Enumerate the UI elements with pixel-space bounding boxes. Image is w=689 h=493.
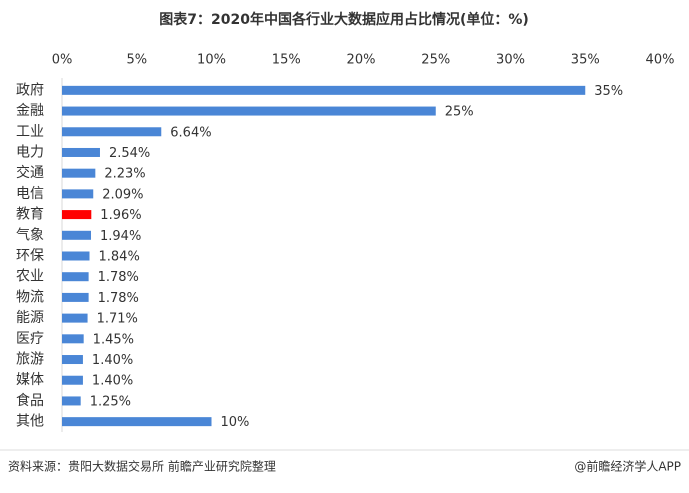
data-label: 1.96% (100, 208, 141, 223)
x-tick-label: 15% (272, 53, 301, 68)
bar (62, 375, 83, 385)
x-tick-label: 10% (197, 53, 226, 68)
bar (62, 292, 89, 302)
bar (62, 189, 94, 199)
y-tick-label: 农业 (16, 269, 44, 285)
data-label: 25% (445, 105, 474, 120)
data-label: 1.84% (99, 250, 140, 265)
data-label: 1.45% (93, 332, 134, 347)
data-label: 6.64% (170, 125, 211, 140)
bar (62, 396, 81, 406)
y-tick-label: 其他 (16, 414, 44, 430)
data-label: 1.25% (90, 394, 131, 409)
bar (62, 85, 586, 95)
bar (62, 272, 89, 282)
bar (62, 251, 90, 261)
y-tick-label: 工业 (16, 124, 44, 140)
bar (62, 230, 92, 240)
y-tick-label: 教育 (16, 207, 44, 223)
bar (62, 147, 100, 157)
y-tick-label: 媒体 (16, 372, 44, 388)
y-tick-label: 电力 (16, 144, 44, 160)
x-tick-label: 0% (52, 53, 73, 68)
x-tick-label: 40% (646, 53, 675, 68)
y-tick-label: 电信 (16, 186, 44, 202)
data-label: 10% (221, 415, 250, 430)
y-tick-label: 金融 (16, 103, 44, 119)
x-tick-label: 35% (571, 53, 600, 68)
data-label: 1.78% (98, 270, 139, 285)
chart-title: 图表7：2020年中国各行业大数据应用占比情况(单位：%) (159, 11, 529, 28)
source: 资料来源：贵阳大数据交易所 前瞻产业研究院整理 (8, 459, 276, 474)
bar (62, 313, 88, 323)
bar (62, 168, 96, 178)
y-tick-label: 政府 (16, 82, 44, 98)
x-tick-label: 25% (421, 53, 450, 68)
data-label: 1.78% (98, 291, 139, 306)
data-label: 1.40% (92, 353, 133, 368)
data-label: 1.94% (100, 229, 141, 244)
data-label: 1.40% (92, 374, 133, 389)
bar (62, 417, 212, 427)
credit: @前瞻经济学人APP (574, 459, 681, 474)
y-tick-label: 环保 (16, 248, 44, 264)
y-tick-label: 食品 (16, 392, 44, 409)
x-tick-label: 30% (496, 53, 525, 68)
bar (62, 106, 436, 116)
bar (62, 210, 92, 220)
y-tick-label: 能源 (16, 310, 44, 326)
data-label: 35% (594, 84, 623, 99)
data-label: 2.23% (104, 167, 145, 182)
x-tick-label: 5% (126, 53, 147, 68)
bar (62, 334, 84, 344)
y-tick-label: 交通 (16, 164, 44, 181)
y-tick-label: 物流 (16, 289, 44, 305)
bar (62, 127, 162, 137)
y-tick-label: 医疗 (16, 331, 44, 347)
bar (62, 355, 83, 365)
data-label: 1.71% (97, 312, 138, 327)
y-tick-label: 旅游 (16, 352, 44, 368)
y-tick-label: 气象 (16, 227, 44, 243)
data-label: 2.09% (102, 187, 143, 202)
data-label: 2.54% (109, 146, 150, 161)
x-tick-label: 20% (347, 53, 376, 68)
